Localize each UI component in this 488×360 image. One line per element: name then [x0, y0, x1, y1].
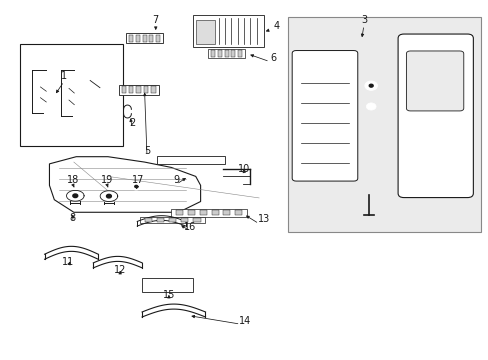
- Bar: [157, 217, 163, 222]
- Text: 10: 10: [238, 164, 250, 174]
- Bar: [211, 50, 215, 57]
- Bar: [129, 35, 133, 42]
- Text: 11: 11: [62, 257, 74, 267]
- Bar: [211, 210, 218, 215]
- Bar: [140, 217, 205, 223]
- Circle shape: [217, 158, 223, 162]
- Bar: [20, 44, 122, 146]
- Bar: [143, 86, 148, 93]
- Circle shape: [182, 282, 189, 288]
- Circle shape: [131, 183, 141, 190]
- Bar: [126, 33, 163, 43]
- Text: 19: 19: [101, 175, 113, 185]
- Bar: [151, 86, 155, 93]
- Circle shape: [73, 194, 78, 198]
- Circle shape: [158, 282, 165, 288]
- Text: 2: 2: [129, 118, 135, 128]
- Circle shape: [364, 81, 377, 90]
- Circle shape: [368, 84, 372, 87]
- Text: 15: 15: [163, 291, 175, 301]
- Bar: [195, 21, 215, 44]
- FancyBboxPatch shape: [406, 51, 463, 111]
- Text: 17: 17: [132, 175, 144, 185]
- Circle shape: [366, 103, 375, 110]
- Text: 12: 12: [114, 265, 126, 275]
- Bar: [144, 217, 152, 222]
- Bar: [218, 50, 222, 57]
- Text: 6: 6: [270, 53, 276, 63]
- Circle shape: [158, 158, 164, 162]
- FancyBboxPatch shape: [397, 34, 472, 198]
- Bar: [136, 86, 141, 93]
- Bar: [142, 278, 193, 292]
- Text: 13: 13: [257, 215, 269, 224]
- Bar: [193, 15, 264, 47]
- Text: 9: 9: [173, 175, 179, 185]
- Text: 3: 3: [360, 15, 366, 26]
- Bar: [187, 210, 195, 215]
- Text: 4: 4: [273, 21, 279, 31]
- Text: 16: 16: [183, 222, 196, 231]
- Bar: [171, 209, 246, 217]
- Bar: [176, 210, 183, 215]
- Text: 5: 5: [143, 145, 150, 156]
- Polygon shape: [49, 157, 200, 212]
- Bar: [119, 85, 158, 95]
- Bar: [238, 50, 242, 57]
- Bar: [122, 86, 126, 93]
- Text: 18: 18: [66, 175, 79, 185]
- Bar: [142, 35, 146, 42]
- Text: 7: 7: [152, 15, 159, 26]
- Text: 14: 14: [239, 316, 251, 325]
- Bar: [223, 210, 230, 215]
- Text: 1: 1: [61, 71, 67, 81]
- Circle shape: [145, 282, 153, 288]
- Bar: [181, 217, 188, 222]
- Bar: [129, 86, 133, 93]
- Circle shape: [135, 185, 138, 188]
- Bar: [156, 35, 160, 42]
- Bar: [149, 35, 153, 42]
- Bar: [224, 50, 228, 57]
- Bar: [288, 17, 480, 232]
- Bar: [136, 35, 140, 42]
- Bar: [200, 210, 206, 215]
- Bar: [235, 210, 242, 215]
- Circle shape: [106, 194, 111, 198]
- Bar: [157, 156, 224, 164]
- Bar: [231, 50, 235, 57]
- Text: 8: 8: [70, 213, 76, 222]
- Circle shape: [171, 282, 179, 288]
- Bar: [208, 49, 244, 58]
- Bar: [169, 217, 176, 222]
- FancyBboxPatch shape: [292, 50, 357, 181]
- Bar: [193, 217, 200, 222]
